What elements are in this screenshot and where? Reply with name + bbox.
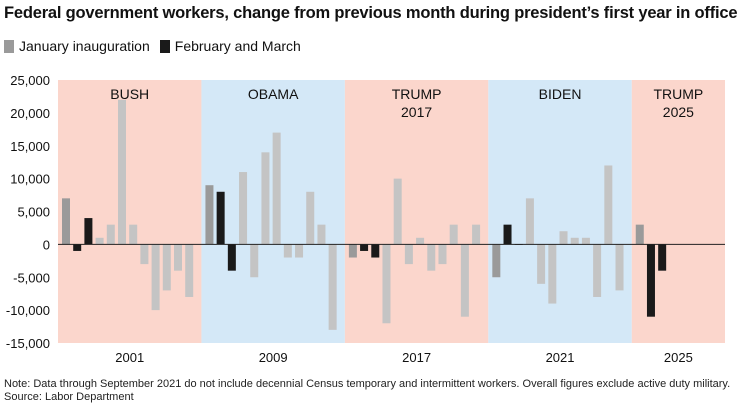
bar-2021-6 — [559, 231, 568, 245]
legend-item-febmar: February and March — [159, 38, 301, 54]
bar-2017-4 — [404, 244, 413, 265]
bar-2021-3 — [525, 198, 534, 245]
legend: January inauguration February and March — [4, 38, 311, 54]
y-tick-label: 0 — [43, 237, 50, 252]
bar-2009-3 — [239, 172, 248, 245]
legend-label-january: January inauguration — [19, 38, 150, 54]
bar-2017-1 — [360, 244, 369, 251]
bar-2021-4 — [537, 244, 546, 284]
bar-2009-2 — [227, 244, 236, 271]
bar-2025-2 — [658, 244, 667, 271]
bar-2017-5 — [416, 237, 425, 245]
bar-2009-6 — [272, 132, 281, 245]
y-tick-label: -10,000 — [6, 303, 50, 318]
chart-note: Note: Data through September 2021 do not… — [4, 378, 730, 404]
bar-2001-1 — [73, 244, 82, 251]
bar-2017-8 — [449, 224, 458, 245]
panel-label2-4: 2025 — [663, 104, 694, 120]
bar-2009-1 — [216, 191, 225, 245]
panel-label2-2: 2017 — [401, 104, 432, 120]
panel-label-4: TRUMP — [653, 86, 703, 102]
bar-2009-0 — [205, 185, 214, 245]
bar-2021-9 — [593, 244, 602, 297]
note-text: Note: Data through September 2021 do not… — [4, 378, 731, 390]
bar-2021-5 — [548, 244, 557, 304]
y-tick-label: 10,000 — [10, 172, 50, 187]
bar-2021-10 — [604, 165, 613, 245]
bar-2001-7 — [140, 244, 149, 265]
bar-2009-8 — [295, 244, 304, 258]
legend-swatch-febmar — [159, 39, 170, 53]
bar-2009-9 — [306, 191, 315, 245]
bar-2021-11 — [615, 244, 624, 291]
bar-2017-0 — [348, 244, 357, 258]
bar-2017-6 — [427, 244, 436, 271]
bar-2009-7 — [283, 244, 292, 258]
panel-label-1: OBAMA — [248, 86, 299, 102]
legend-item-january: January inauguration — [4, 38, 150, 54]
x-label-2017: 2017 — [402, 350, 431, 365]
bar-2021-8 — [581, 237, 590, 245]
bar-2001-9 — [162, 244, 171, 291]
bar-2017-7 — [438, 244, 447, 265]
bar-2001-0 — [62, 198, 70, 245]
bar-2001-10 — [174, 244, 182, 271]
bar-2001-4 — [106, 224, 115, 245]
bar-2021-1 — [503, 224, 512, 245]
legend-label-febmar: February and March — [174, 38, 301, 54]
y-tick-label: -5,000 — [13, 270, 50, 285]
bar-2009-10 — [317, 224, 326, 245]
bar-2021-7 — [570, 237, 579, 245]
bar-2017-2 — [371, 244, 380, 258]
x-label-2001: 2001 — [115, 350, 144, 365]
bar-2017-3 — [393, 178, 402, 245]
y-tick-label: 20,000 — [10, 106, 50, 121]
bar-2001-6 — [129, 224, 138, 245]
chart-title: Federal government workers, change from … — [4, 4, 738, 22]
bar-2017-11 — [382, 244, 391, 324]
panel-label-2: TRUMP — [392, 86, 442, 102]
bar-2017-9 — [460, 244, 469, 317]
bar-2001-5 — [118, 99, 126, 245]
panel-label-0: BUSH — [110, 86, 149, 102]
bar-2017-10 — [472, 224, 481, 245]
legend-swatch-january — [4, 39, 14, 53]
panel-label-3: BIDEN — [539, 86, 582, 102]
bar-2001-2 — [84, 218, 93, 245]
bar-2025-0 — [635, 224, 644, 245]
bar-2009-5 — [261, 152, 270, 245]
bar-2025-1 — [646, 244, 655, 317]
y-tick-label: -15,000 — [6, 336, 50, 351]
bar-2021-0 — [492, 244, 501, 278]
x-label-2021: 2021 — [546, 350, 575, 365]
y-tick-label: 15,000 — [10, 139, 50, 154]
y-tick-label: 25,000 — [10, 73, 50, 88]
bar-2009-11 — [328, 244, 337, 330]
bar-2001-3 — [95, 237, 104, 245]
source-text: Source: Labor Department — [4, 391, 134, 403]
panel-band-0 — [58, 80, 202, 343]
y-tick-label: 5,000 — [17, 205, 50, 220]
x-label-2025: 2025 — [664, 350, 693, 365]
x-label-2009: 2009 — [259, 350, 288, 365]
bar-2001-11 — [185, 244, 194, 297]
bar-2001-8 — [151, 244, 160, 311]
bar-2009-4 — [250, 244, 259, 278]
